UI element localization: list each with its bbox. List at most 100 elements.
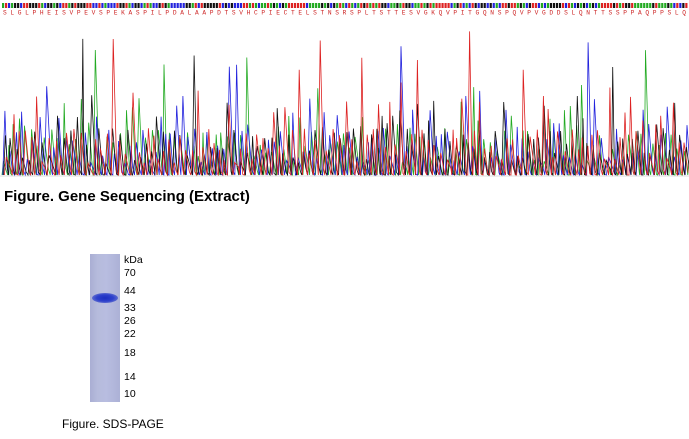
base-call-glyph xyxy=(483,3,486,8)
base-call-glyph xyxy=(146,3,149,8)
base-call-glyph xyxy=(143,3,146,8)
marker-label: 18 xyxy=(124,347,136,359)
base-call-glyph xyxy=(462,3,465,8)
chromatogram-svg: S L G L P H E I S V P E V S P E K A S P … xyxy=(0,3,689,177)
base-call-glyph xyxy=(191,3,194,8)
base-call-glyph xyxy=(393,3,396,8)
base-call-glyph xyxy=(342,3,345,8)
base-call-glyph xyxy=(420,3,423,8)
base-call-glyph xyxy=(507,3,510,8)
base-call-glyph xyxy=(74,3,77,8)
base-call-glyph xyxy=(655,3,658,8)
base-call-glyph xyxy=(522,3,525,8)
base-call-glyph xyxy=(254,3,258,8)
base-call-glyph xyxy=(366,3,369,8)
base-call-glyph xyxy=(579,3,583,8)
base-call-glyph xyxy=(293,3,297,8)
base-call-glyph xyxy=(110,3,113,8)
base-call-glyph xyxy=(251,3,255,8)
base-call-glyph xyxy=(558,3,562,8)
base-call-glyph xyxy=(664,3,667,8)
base-call-glyph xyxy=(248,3,252,8)
base-call-glyph xyxy=(495,3,498,8)
base-call-glyph xyxy=(616,3,619,8)
base-call-glyph xyxy=(426,3,429,8)
base-call-glyph xyxy=(489,3,492,8)
base-call-glyph xyxy=(95,3,98,8)
base-call-glyph xyxy=(555,3,559,8)
base-call-glyph xyxy=(390,3,393,8)
base-call-glyph xyxy=(26,3,29,8)
base-call-glyph xyxy=(188,3,191,8)
base-call-glyph xyxy=(411,3,414,8)
base-call-glyph xyxy=(474,3,477,8)
base-call-glyph xyxy=(667,3,670,8)
base-call-glyph xyxy=(486,3,489,8)
base-call-glyph xyxy=(170,3,173,8)
marker-label: 70 xyxy=(124,267,136,279)
base-call-glyph xyxy=(513,3,516,8)
base-call-glyph xyxy=(339,3,342,8)
base-call-glyph xyxy=(50,3,53,8)
base-call-glyph xyxy=(200,3,203,8)
base-call-glyph xyxy=(260,3,264,8)
base-call-glyph xyxy=(272,3,276,8)
base-call-glyph xyxy=(492,3,495,8)
base-call-glyph xyxy=(324,3,327,8)
base-call-glyph xyxy=(296,3,300,8)
base-call-glyph xyxy=(92,3,95,8)
base-call-glyph xyxy=(402,3,405,8)
trace-peaks xyxy=(1,31,689,177)
base-call-glyph xyxy=(173,3,176,8)
base-call-glyph xyxy=(62,3,65,8)
base-call-glyph xyxy=(203,3,206,8)
trace-T xyxy=(4,31,689,177)
base-call-glyph xyxy=(670,3,673,8)
base-call-glyph xyxy=(53,3,56,8)
base-call-glyph xyxy=(242,3,245,8)
base-call-glyph xyxy=(71,3,74,8)
base-call-glyph xyxy=(269,3,273,8)
base-call-glyph xyxy=(299,3,303,8)
base-call-glyph xyxy=(625,3,628,8)
base-call-glyph xyxy=(306,3,309,8)
base-call-glyph xyxy=(444,3,447,8)
base-call-glyph xyxy=(354,3,357,8)
base-call-glyph xyxy=(32,3,35,8)
base-call-glyph xyxy=(573,3,577,8)
base-call-glyph xyxy=(23,3,26,8)
base-call-glyph xyxy=(594,3,598,8)
base-call-glyph xyxy=(646,3,649,8)
base-call-glyph xyxy=(435,3,438,8)
base-call-glyph xyxy=(417,3,420,8)
base-call-glyph xyxy=(38,3,41,8)
base-call-glyph xyxy=(221,3,224,8)
base-call-glyph xyxy=(540,3,543,8)
base-call-glyph xyxy=(408,3,411,8)
base-call-glyph xyxy=(35,3,38,8)
base-call-glyph xyxy=(167,3,170,8)
marker-label: 10 xyxy=(124,388,136,400)
base-call-glyph xyxy=(369,3,372,8)
base-call-glyph xyxy=(333,3,336,8)
base-call-glyph xyxy=(281,3,285,8)
base-call-glyph xyxy=(318,3,321,8)
base-call-glyph xyxy=(516,3,519,8)
base-call-glyph xyxy=(357,3,360,8)
sequencing-figure-caption: Figure. Gene Sequencing (Extract) xyxy=(4,188,250,205)
sequencing-chromatogram: S L G L P H E I S V P E V S P E K A S P … xyxy=(0,0,689,178)
base-call-glyph xyxy=(405,3,408,8)
base-call-row xyxy=(2,3,688,8)
base-call-glyph xyxy=(441,3,444,8)
base-call-glyph xyxy=(116,3,119,8)
base-call-glyph xyxy=(453,3,456,8)
base-call-glyph xyxy=(604,3,607,8)
base-call-glyph xyxy=(378,3,381,8)
base-call-glyph xyxy=(610,3,613,8)
base-call-glyph xyxy=(230,3,233,8)
base-call-glyph xyxy=(104,3,107,8)
marker-label: 14 xyxy=(124,371,136,383)
base-call-glyph xyxy=(631,3,634,8)
base-call-glyph xyxy=(303,3,306,8)
base-call-glyph xyxy=(266,3,270,8)
